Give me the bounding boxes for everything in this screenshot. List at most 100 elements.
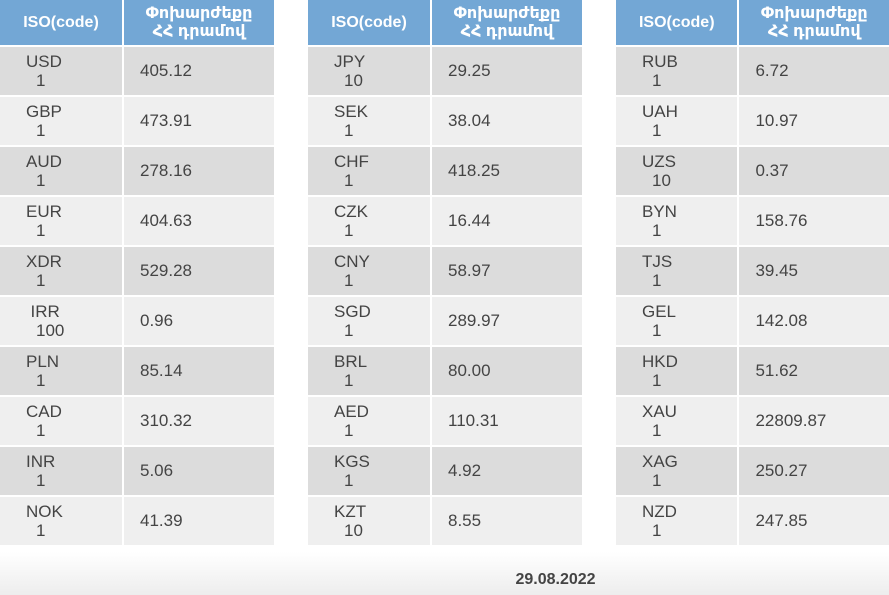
currency-code-cell: CHF 1 [308,147,432,195]
exchange-rate: 142.08 [739,297,889,345]
table-row: GEL 1 142.08 [616,297,889,345]
exchange-rate: 158.76 [739,197,889,245]
exchange-rate: 85.14 [124,347,274,395]
rate-header-line2: ՀՀ դրամով [152,22,246,40]
currency-code: INR [26,451,56,471]
currency-code-cell: CNY 1 [308,247,432,295]
currency-quantity: 1 [652,70,662,90]
currency-quantity: 1 [36,520,46,540]
currency-code: HKD [642,351,678,371]
currency-quantity: 1 [652,420,662,440]
exchange-rate: 29.25 [432,47,582,95]
currency-code-cell: USD 1 [0,47,124,95]
currency-quantity: 1 [344,220,354,240]
table-row: SGD 1 289.97 [308,297,582,345]
currency-quantity: 1 [652,220,662,240]
currency-code: UAH [642,101,678,121]
rate-header-line1: Փոխարժեքը [453,4,561,22]
currency-code: RUB [642,51,678,71]
currency-code-cell: INR 1 [0,447,124,495]
currency-code: KGS [334,451,370,471]
currency-code-cell: XDR 1 [0,247,124,295]
exchange-rate: 16.44 [432,197,582,245]
currency-code: KZT [334,501,367,521]
exchange-rate: 250.27 [739,447,889,495]
currency-code-cell: UAH 1 [616,97,740,145]
currency-code-cell: BYN 1 [616,197,740,245]
rate-header-line1: Փոխարժեքը [145,4,253,22]
currency-code: EUR [26,201,62,221]
currency-quantity: 1 [36,70,46,90]
currency-code-cell: TJS 1 [616,247,740,295]
currency-quantity: 1 [344,270,354,290]
rate-header: Փոխարժեքը ՀՀ դրամով [124,0,274,45]
table-row: IRR 100 0.96 [0,297,274,345]
currency-code: JPY [334,51,366,71]
exchange-rate: 529.28 [124,247,274,295]
exchange-rate: 289.97 [432,297,582,345]
currency-code-cell: RUB 1 [616,47,740,95]
currency-quantity: 1 [344,370,354,390]
currency-quantity: 1 [652,470,662,490]
currency-code-cell: KZT 10 [308,497,432,545]
table-header-row: ISO(code) Փոխարժեքը ՀՀ դրամով [308,0,582,45]
table-row: UZS 10 0.37 [616,147,889,195]
footer-bar: 29.08.2022 [0,552,889,595]
exchange-rate: 80.00 [432,347,582,395]
currency-quantity: 1 [652,120,662,140]
currency-quantity: 1 [36,420,46,440]
rate-header: Փոխարժեքը ՀՀ դրամով [739,0,889,45]
currency-code: UZS [642,151,676,171]
currency-quantity: 1 [344,470,354,490]
table-row: XAG 1 250.27 [616,447,889,495]
exchange-rate: 278.16 [124,147,274,195]
currency-code: XAU [642,401,677,421]
exchange-rate: 39.45 [739,247,889,295]
currency-code: IRR [30,301,60,321]
currency-code-cell: HKD 1 [616,347,740,395]
iso-code-header: ISO(code) [308,0,432,45]
exchange-rate: 418.25 [432,147,582,195]
exchange-rate: 5.06 [124,447,274,495]
exchange-rate: 473.91 [124,97,274,145]
exchange-rate: 310.32 [124,397,274,445]
table-row: SEK 1 38.04 [308,97,582,145]
table-row: KGS 1 4.92 [308,447,582,495]
currency-code: BRL [334,351,368,371]
table-row: JPY 10 29.25 [308,47,582,95]
table-row: USD 1 405.12 [0,47,274,95]
currency-code-cell: CAD 1 [0,397,124,445]
iso-code-header: ISO(code) [616,0,740,45]
currency-quantity: 100 [36,320,65,340]
rate-header-line1: Փոխարժեքը [760,4,868,22]
currency-code-cell: XAG 1 [616,447,740,495]
currency-quantity: 1 [652,370,662,390]
currency-code-cell: SEK 1 [308,97,432,145]
currency-quantity: 1 [36,370,46,390]
rate-header-line2: ՀՀ դրամով [767,22,861,40]
table-row: INR 1 5.06 [0,447,274,495]
rates-date: 29.08.2022 [515,571,596,588]
currency-code: NZD [642,501,677,521]
exchange-rate: 41.39 [124,497,274,545]
table-row: XDR 1 529.28 [0,247,274,295]
table-row: GBP 1 473.91 [0,97,274,145]
exchange-rate: 404.63 [124,197,274,245]
table-row: BRL 1 80.00 [308,347,582,395]
currency-code-cell: SGD 1 [308,297,432,345]
currency-quantity: 1 [344,170,354,190]
table-row: BYN 1 158.76 [616,197,889,245]
currency-code: SEK [334,101,369,121]
currency-quantity: 1 [36,120,46,140]
exchange-rate: 58.97 [432,247,582,295]
currency-quantity: 1 [36,270,46,290]
exchange-rate: 51.62 [739,347,889,395]
currency-code: XDR [26,251,62,271]
currency-code: AUD [26,151,62,171]
currency-code-cell: NOK 1 [0,497,124,545]
rates-table-3: ISO(code) Փոխարժեքը ՀՀ դրամով RUB 1 6.72 UA… [616,0,889,547]
exchange-rate: 247.85 [739,497,889,545]
table-row: PLN 1 85.14 [0,347,274,395]
currency-quantity: 1 [344,120,354,140]
rate-header-line2: ՀՀ դրամով [460,22,554,40]
